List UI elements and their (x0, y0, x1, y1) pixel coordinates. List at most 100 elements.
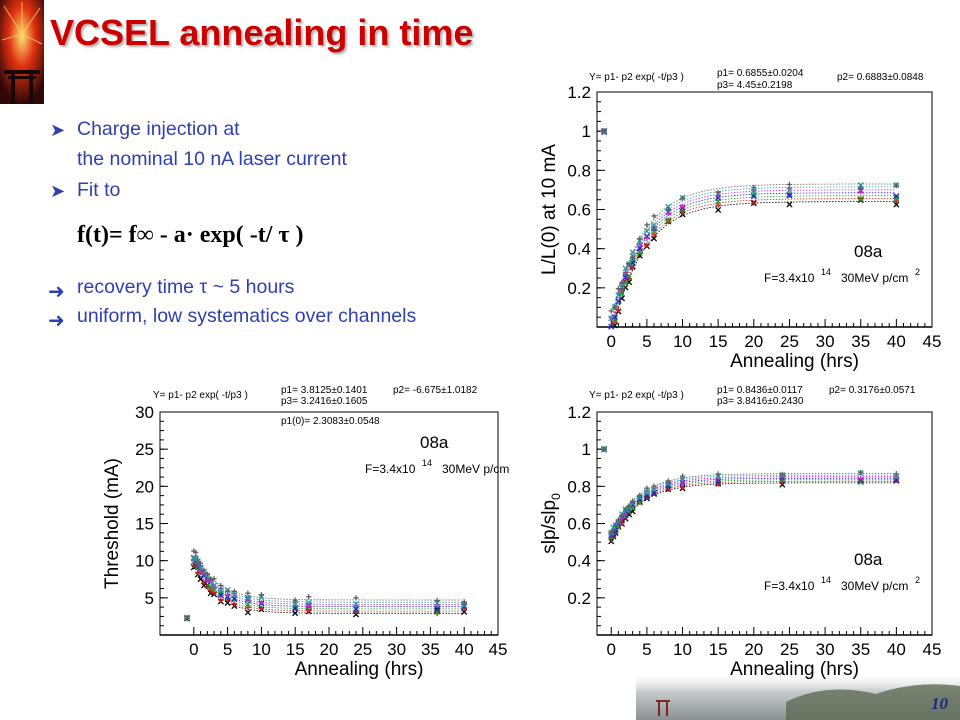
data-point (643, 488, 650, 496)
x-tick-label: 25 (780, 640, 799, 659)
data-point (352, 611, 360, 618)
data-point (305, 599, 312, 606)
y-tick-label: 0.8 (567, 477, 591, 496)
data-point (352, 605, 360, 612)
data-point (244, 609, 251, 616)
data-point (306, 594, 312, 600)
data-point (197, 560, 204, 566)
data-point (204, 584, 210, 590)
plot-frame (596, 411, 933, 636)
fluence-exponent: 14 (422, 458, 432, 468)
data-point (650, 235, 658, 242)
data-point (626, 503, 632, 509)
x-axis-label: Annealing (hrs) (730, 351, 859, 372)
data-point (218, 582, 224, 589)
data-point (461, 600, 467, 606)
fit-param-label: p3= 3.8416±0.2430 (717, 396, 804, 407)
y-tick-label: 0.6 (567, 201, 591, 220)
beam-label: 30MeV p/cm (442, 462, 509, 476)
data-point (637, 235, 643, 242)
data-point (211, 576, 217, 582)
data-point (715, 478, 722, 485)
x-tick-label: 15 (709, 640, 728, 659)
data-point (857, 478, 864, 485)
fit-function-label: Y= p1- p2 exp( -t/p3 ) (153, 390, 248, 401)
data-point (679, 211, 686, 218)
data-point (665, 482, 672, 489)
y-tick-label: 1.2 (567, 83, 591, 102)
fit-curve-line (195, 559, 464, 605)
data-point (204, 571, 210, 577)
data-point (751, 184, 757, 190)
data-point (750, 191, 757, 198)
data-point (786, 181, 793, 188)
x-tick-label: 25 (353, 640, 372, 659)
data-point (461, 608, 468, 615)
data-point (211, 582, 218, 589)
x-tick-label: 15 (709, 332, 728, 351)
x-tick-label: 15 (286, 640, 305, 659)
data-point (779, 481, 786, 488)
fit-curve-line (613, 183, 896, 311)
chart-light-output: Y= p1- p2 exp( -t/p3 ) p1= 0.6855±0.0204 p… (539, 68, 941, 372)
data-point (231, 601, 237, 607)
data-point (622, 271, 629, 277)
result-recovery-time: recovery time τ ~ 5 hours (77, 276, 295, 298)
x-tick-label: 30 (387, 640, 406, 659)
data-point (665, 480, 672, 487)
data-point (626, 261, 632, 268)
data-point (893, 195, 900, 202)
x-tick-label: 40 (887, 332, 906, 351)
data-point (644, 222, 650, 228)
data-point (650, 486, 658, 493)
y-tick-label: 0.2 (567, 589, 591, 608)
fit-curve-line (613, 477, 896, 533)
fit-curve-line (613, 480, 896, 537)
chart-slope: Y= p1- p2 exp( -t/p3 ) p1= 0.8436±0.0117 p… (539, 385, 941, 680)
data-point (893, 473, 900, 481)
fit-curve-line (613, 195, 896, 322)
data-point (217, 587, 224, 594)
fit-curve-line (195, 565, 464, 612)
data-point (679, 473, 686, 479)
data-point (622, 506, 629, 513)
y-tick-label: 0.4 (567, 240, 591, 259)
data-point (651, 483, 657, 489)
data-point (857, 195, 864, 203)
data-point (434, 605, 441, 612)
x-tick-label: 30 (816, 332, 835, 351)
data-point (893, 201, 900, 208)
data-point (751, 200, 757, 206)
data-point (231, 588, 237, 594)
fit-curve-line (613, 189, 896, 316)
data-point (636, 245, 643, 252)
data-point (779, 471, 785, 477)
fit-curve-line (613, 479, 896, 535)
data-point (195, 559, 201, 565)
data-point (193, 549, 199, 555)
data-point (352, 600, 360, 608)
data-point (858, 185, 864, 191)
y-tick-label: 0.4 (567, 552, 591, 571)
sample-label: 08a (854, 550, 883, 569)
fit-function-label: Y= p1- p2 exp( -t/p3 ) (589, 72, 684, 83)
data-point (224, 599, 231, 606)
x-tick-label: 20 (320, 640, 339, 659)
page-number: 10 (931, 694, 948, 713)
bullet-charge-injection-line2: the nominal 10 nA laser current (77, 148, 347, 170)
bullet-charge-injection-line1: Charge injection at (77, 118, 240, 140)
chart-threshold: Y= p1- p2 exp( -t/p3 ) p1= 3.8125±0.1401 p… (102, 385, 509, 680)
slide-title: VCSEL annealing in time (50, 12, 474, 53)
x-tick-label: 5 (642, 640, 651, 659)
data-point (893, 192, 900, 200)
data-point (434, 607, 441, 614)
y-axis-label: L/L(0) at 10 mA (539, 144, 560, 275)
data-point (893, 198, 899, 204)
beam-label: 30MeV p/cm (841, 271, 908, 285)
data-point (611, 322, 618, 329)
arrow-bullet-icon: ➤ (50, 181, 66, 201)
harbor-landscape-image (636, 672, 960, 720)
y-tick-label: 25 (135, 440, 154, 459)
y-axis-label: Threshold (mA) (102, 458, 123, 589)
data-point (665, 203, 672, 210)
